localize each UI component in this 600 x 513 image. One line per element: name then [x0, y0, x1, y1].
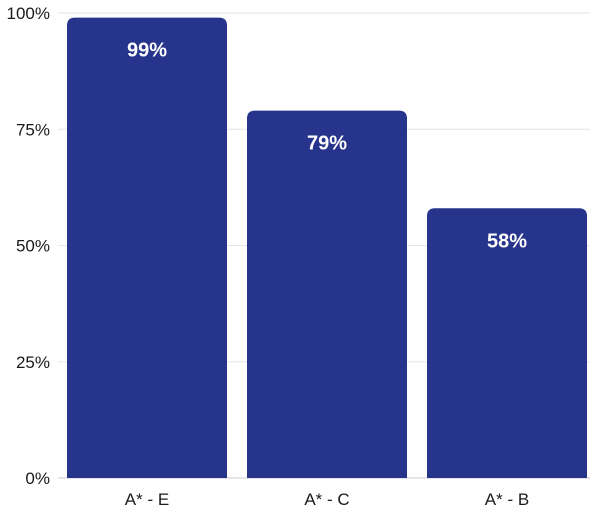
- y-tick-label: 75%: [16, 120, 50, 139]
- x-category-label: A* - C: [304, 490, 349, 509]
- y-tick-label: 25%: [16, 353, 50, 372]
- y-tick-label: 50%: [16, 237, 50, 256]
- bar: [247, 110, 407, 479]
- y-tick-label: 0%: [25, 469, 50, 488]
- bars: 99% 79% 58%: [67, 17, 587, 479]
- bar-data-label: 58%: [487, 230, 527, 252]
- y-tick-label: 100%: [7, 4, 50, 23]
- x-category-label: A* - B: [485, 490, 529, 509]
- x-category-label: A* - E: [125, 490, 169, 509]
- x-axis-category-labels: A* - E A* - C A* - B: [125, 490, 529, 509]
- bar: [427, 208, 587, 479]
- bar-data-label: 99%: [127, 40, 167, 62]
- bar-data-label: 79%: [307, 133, 347, 155]
- y-axis-tick-labels: 0% 25% 50% 75% 100%: [7, 4, 50, 488]
- bar: [67, 17, 227, 479]
